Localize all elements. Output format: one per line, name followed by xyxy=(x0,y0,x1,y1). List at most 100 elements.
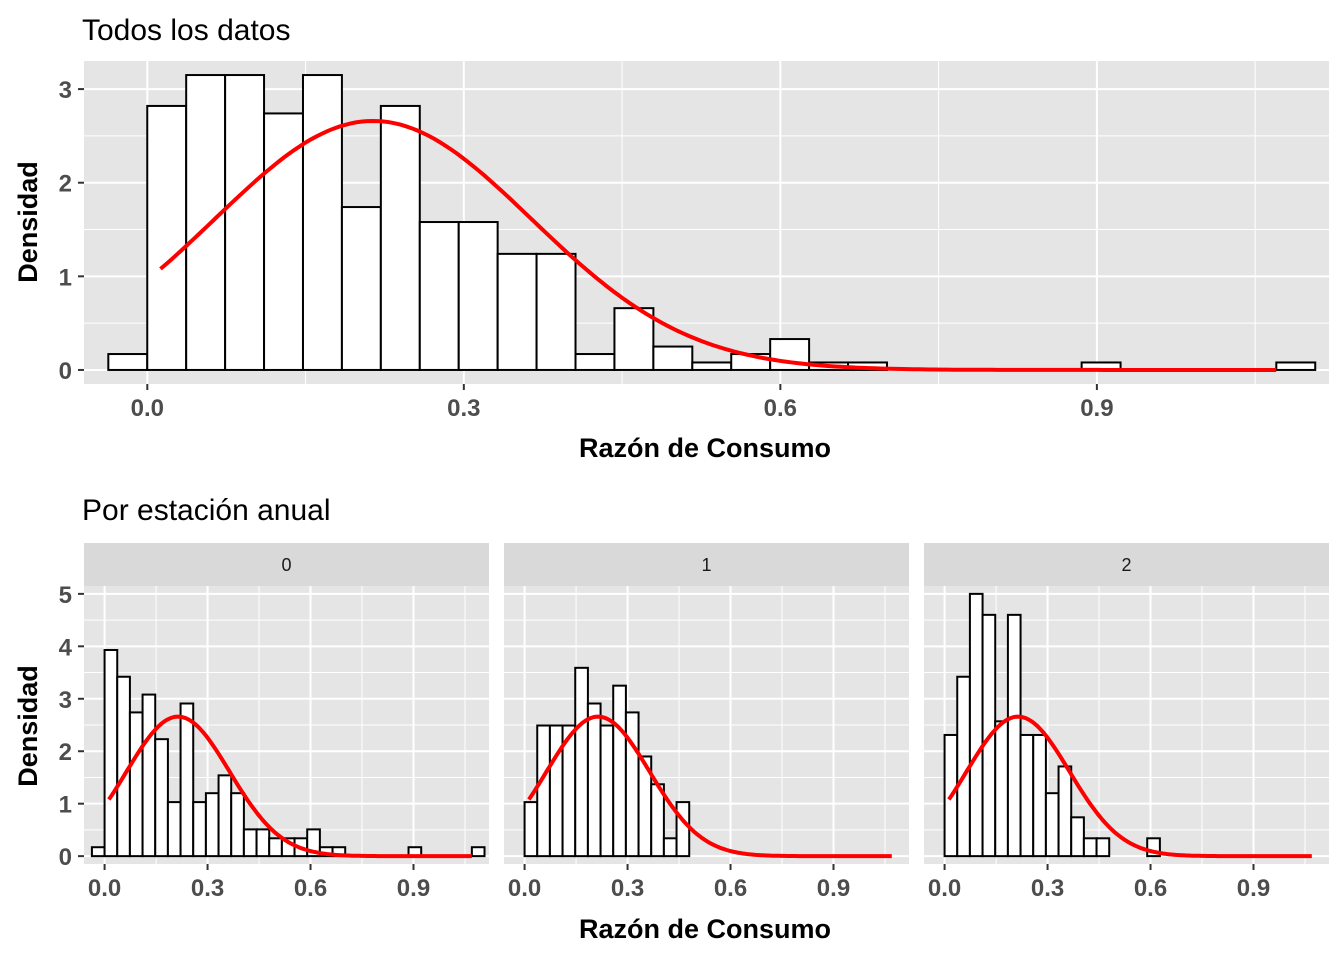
facet-panel-2: 2 0.0 0.3 0.6 0.9 xyxy=(924,543,1329,902)
histogram-bar xyxy=(613,307,655,371)
y-tick-label: 0 xyxy=(59,358,72,385)
histogram-bar xyxy=(255,828,271,858)
top-chart-title: Todos los datos xyxy=(82,14,290,47)
y-tick-label: 4 xyxy=(59,634,73,661)
y-tick-label: 1 xyxy=(59,792,72,819)
x-tick-label: 0.9 xyxy=(817,875,850,902)
histogram-bar xyxy=(179,702,195,858)
facet-strip xyxy=(924,543,1329,586)
histogram-bar xyxy=(536,724,551,858)
y-tick-label: 0 xyxy=(59,844,72,871)
histogram-bar xyxy=(1070,816,1085,858)
histogram-bar xyxy=(146,104,188,371)
histogram-bar xyxy=(128,711,144,858)
histogram-bar xyxy=(224,74,266,371)
x-tick-label: 0.0 xyxy=(508,875,541,902)
histogram-bar xyxy=(90,846,106,858)
histogram-bar xyxy=(204,792,220,858)
facet-panel-1: 1 0.0 0.3 0.6 0.9 xyxy=(504,543,909,902)
histogram-bar xyxy=(185,74,227,371)
histogram-bar xyxy=(1095,837,1111,858)
histogram-bar xyxy=(523,801,539,858)
histogram-bar xyxy=(968,592,984,858)
histogram-bar xyxy=(652,345,694,371)
histogram-bar xyxy=(535,252,577,371)
x-tick-label: 0.3 xyxy=(447,395,480,422)
histogram-bar xyxy=(691,361,733,371)
histogram-bar xyxy=(457,221,499,371)
facet-strip xyxy=(504,543,909,586)
histogram-bar xyxy=(1019,733,1035,858)
y-tick-label: 1 xyxy=(59,264,72,291)
histogram-bar xyxy=(418,221,460,371)
histogram-bar xyxy=(1082,837,1098,858)
x-tick-label: 0.3 xyxy=(1031,875,1064,902)
histogram-bar xyxy=(769,338,811,371)
x-tick-label: 0.6 xyxy=(714,875,747,902)
x-tick-label: 0.0 xyxy=(928,875,961,902)
histogram-bar xyxy=(103,648,119,858)
x-tick-label: 0.6 xyxy=(764,395,797,422)
histogram-bar xyxy=(192,801,207,858)
histogram-bar xyxy=(340,206,382,371)
x-tick-label: 0.3 xyxy=(191,875,224,902)
x-tick-label: 0.0 xyxy=(88,875,121,902)
histogram-bar xyxy=(1006,613,1022,858)
facet-panel-0: 0 0.0 0.3 0.6 0.9 0 1 2 3 4 5 xyxy=(59,543,489,902)
bottom-x-axis-title: Razón de Consumo xyxy=(579,914,831,944)
bottom-chart-title: Por estación anual xyxy=(82,494,331,527)
bottom-y-axis-title: Densidad xyxy=(13,665,43,787)
histogram-bar xyxy=(166,801,182,858)
facet-strip-label: 2 xyxy=(1121,555,1131,575)
top-y-axis-title: Densidad xyxy=(13,161,43,283)
histogram-bar xyxy=(470,846,486,858)
histogram-bar xyxy=(496,252,538,371)
histogram-bar xyxy=(1032,733,1047,858)
histogram-bar xyxy=(1275,361,1317,371)
x-tick-label: 0.9 xyxy=(397,875,430,902)
histogram-bar xyxy=(1057,765,1073,858)
histogram-bar xyxy=(624,711,640,858)
x-tick-label: 0.9 xyxy=(1080,395,1113,422)
histogram-bar xyxy=(662,837,678,858)
top-x-axis-title: Razón de Consumo xyxy=(579,433,831,463)
histogram-bar xyxy=(268,837,283,858)
histogram-bar xyxy=(675,801,691,858)
x-tick-label: 0.9 xyxy=(1237,875,1270,902)
normal-density-curve xyxy=(527,714,892,859)
histogram-bar xyxy=(574,666,589,858)
histogram-bar xyxy=(107,353,149,371)
histogram-bar xyxy=(994,720,1009,858)
histogram-bar xyxy=(242,828,258,858)
histogram-bar xyxy=(548,724,564,858)
histogram-bar xyxy=(599,724,615,858)
y-tick-label: 3 xyxy=(59,687,72,714)
x-tick-label: 0.3 xyxy=(611,875,644,902)
histogram-bar xyxy=(141,693,157,858)
y-tick-label: 2 xyxy=(59,739,72,766)
histogram-bar xyxy=(586,702,602,858)
facet-strip xyxy=(84,543,489,586)
normal-density-curve xyxy=(107,714,472,859)
histogram-bar xyxy=(301,74,343,371)
histogram-bar xyxy=(217,774,233,858)
x-tick-label: 0.6 xyxy=(294,875,327,902)
histogram-bar xyxy=(612,684,627,858)
normal-density-curve xyxy=(159,118,1277,372)
histogram-bar xyxy=(574,353,616,371)
normal-density-curve xyxy=(947,714,1312,859)
facet-strip-label: 0 xyxy=(281,555,291,575)
x-tick-label: 0.0 xyxy=(131,395,164,422)
histogram-bar xyxy=(1044,792,1060,858)
y-tick-label: 2 xyxy=(59,171,72,198)
y-tick-label: 3 xyxy=(59,77,72,104)
histogram-bar xyxy=(263,112,304,371)
histogram-bar xyxy=(230,792,245,858)
top-histogram-panel: 0.0 0.3 0.6 0.9 0 1 2 3 xyxy=(59,61,1329,422)
histogram-bar xyxy=(154,738,169,858)
facet-strip-label: 1 xyxy=(701,555,711,575)
y-tick-label: 5 xyxy=(59,582,72,609)
x-tick-label: 0.6 xyxy=(1134,875,1167,902)
histogram-bar xyxy=(379,104,421,371)
